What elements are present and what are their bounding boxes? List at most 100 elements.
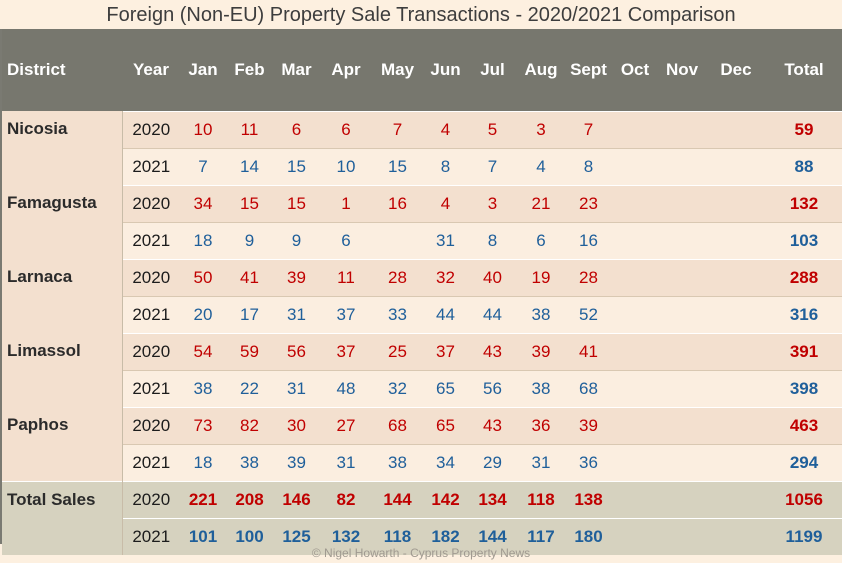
value-cell (706, 110, 766, 148)
year-cell: 2021 (122, 369, 180, 407)
table-row: 2021 18 38 39 31 38 34 29 31 36 294 (2, 443, 842, 481)
table-row: 2021 18 9 9 6 31 8 6 16 103 (2, 221, 842, 259)
value-cell: 16 (565, 221, 612, 259)
table-row: 2021 20 17 31 37 33 44 44 38 52 316 (2, 295, 842, 333)
table-row: Larnaca 2020 50 41 39 11 28 32 40 19 28 288 (2, 258, 842, 333)
value-cell (706, 221, 766, 259)
month-header-mar: Mar (281, 59, 312, 79)
district-name: Larnaca (2, 259, 123, 333)
value-cell (658, 369, 706, 407)
month-header-aug: Aug (524, 59, 558, 79)
value-cell: 30 (273, 406, 320, 444)
year-cell: 2021 (122, 221, 180, 259)
value-cell: 43 (468, 406, 517, 444)
value-cell: 38 (180, 369, 226, 407)
value-cell: 40 (468, 258, 517, 296)
value-cell (658, 332, 706, 370)
table-row: 2021 101 100 125 132 118 182 144 117 180 1199 (2, 517, 842, 555)
value-cell (658, 184, 706, 222)
value-cell (612, 184, 658, 222)
value-cell: 39 (517, 332, 565, 370)
value-cell: 3 (517, 110, 565, 148)
value-cell (612, 110, 658, 148)
value-cell: 82 (320, 480, 372, 518)
value-cell: 10 (180, 110, 226, 148)
value-cell: 118 (372, 517, 423, 555)
value-cell: 4 (517, 147, 565, 185)
value-cell: 54 (180, 332, 226, 370)
year-cell: 2020 (122, 406, 180, 444)
value-cell: 19 (517, 258, 565, 296)
value-cell: 36 (565, 443, 612, 481)
value-cell: 50 (180, 258, 226, 296)
table-body: Nicosia 2020 10 11 6 6 7 4 5 3 7 59 2021 7 14 15 10 15 8 7 4… (2, 110, 842, 555)
value-cell: 101 (180, 517, 226, 555)
value-cell (612, 147, 658, 185)
value-cell (612, 443, 658, 481)
value-cell (658, 221, 706, 259)
district-header: District (7, 60, 66, 79)
value-cell: 1 (320, 184, 372, 222)
value-cell: 21 (517, 184, 565, 222)
value-cell: 73 (180, 406, 226, 444)
value-cell: 28 (372, 258, 423, 296)
value-cell: 4 (423, 184, 468, 222)
month-header-may: May (380, 59, 415, 79)
value-cell: 56 (273, 332, 320, 370)
value-cell (612, 332, 658, 370)
table-row: Total Sales 2020 221 208 146 82 144 142 134 118 13… (2, 480, 842, 555)
row-total-cell: 316 (766, 295, 842, 333)
value-cell (706, 480, 766, 518)
value-cell (706, 295, 766, 333)
district-name: Limassol (2, 333, 123, 407)
value-cell: 27 (320, 406, 372, 444)
row-total-cell: 103 (766, 221, 842, 259)
value-cell: 15 (226, 184, 273, 222)
district-name: Total Sales (2, 480, 123, 555)
value-cell (706, 406, 766, 444)
value-cell: 38 (517, 369, 565, 407)
value-cell: 65 (423, 369, 468, 407)
value-cell: 9 (226, 221, 273, 259)
value-cell (612, 517, 658, 555)
value-cell: 11 (320, 258, 372, 296)
value-cell: 3 (468, 184, 517, 222)
value-cell (658, 480, 706, 518)
year-cell: 2020 (122, 480, 180, 518)
district-name: Nicosia (2, 111, 123, 185)
value-cell: 7 (468, 147, 517, 185)
row-total-cell: 132 (766, 184, 842, 222)
value-cell: 31 (517, 443, 565, 481)
value-cell: 31 (320, 443, 372, 481)
value-cell: 221 (180, 480, 226, 518)
value-cell (706, 517, 766, 555)
value-cell: 144 (468, 517, 517, 555)
value-cell: 32 (372, 369, 423, 407)
value-cell: 68 (372, 406, 423, 444)
value-cell: 146 (273, 480, 320, 518)
value-cell (706, 147, 766, 185)
value-cell (658, 406, 706, 444)
value-cell: 31 (423, 221, 468, 259)
value-cell: 7 (180, 147, 226, 185)
total-header: Total (784, 59, 824, 79)
value-cell: 8 (423, 147, 468, 185)
value-cell: 11 (226, 110, 273, 148)
value-cell: 34 (180, 184, 226, 222)
row-total-cell: 288 (766, 258, 842, 296)
value-cell: 4 (423, 110, 468, 148)
row-total-cell: 1199 (766, 517, 842, 555)
month-header-apr: Apr (331, 59, 361, 79)
value-cell: 39 (273, 258, 320, 296)
value-cell (612, 406, 658, 444)
value-cell: 41 (226, 258, 273, 296)
value-cell (658, 110, 706, 148)
value-cell: 18 (180, 221, 226, 259)
value-cell: 16 (372, 184, 423, 222)
value-cell: 17 (226, 295, 273, 333)
table-row: 2021 7 14 15 10 15 8 7 4 8 88 (2, 147, 842, 185)
month-header-jan: Jan (188, 59, 218, 79)
value-cell: 31 (273, 295, 320, 333)
value-cell: 5 (468, 110, 517, 148)
value-cell (658, 147, 706, 185)
